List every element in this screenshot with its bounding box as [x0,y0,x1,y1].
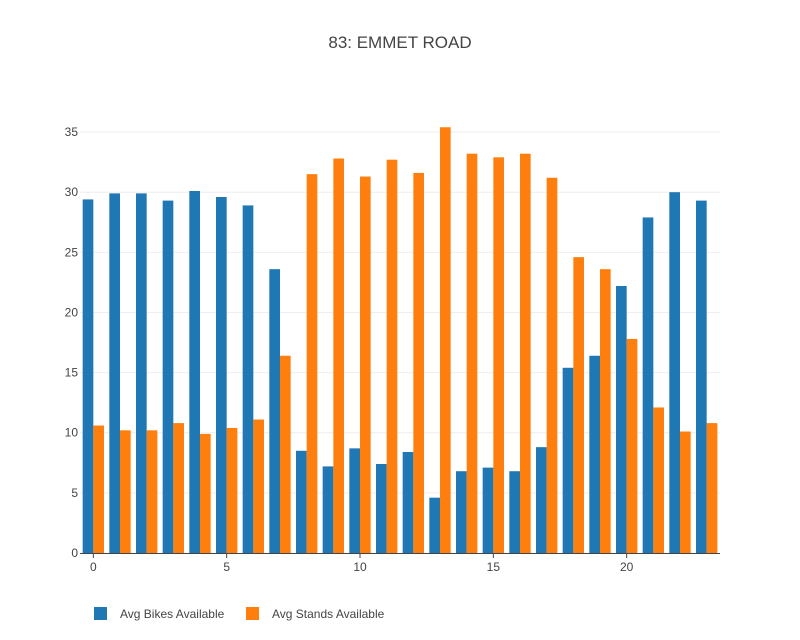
bar-bikes-20[interactable] [616,286,627,553]
bar-bikes-15[interactable] [482,467,494,553]
legend-label: Avg Stands Available [272,607,385,621]
bar-stands-14[interactable] [466,153,478,553]
bar-stands-7[interactable] [280,355,291,553]
bar-stands-23[interactable] [706,423,718,553]
x-tick-label: 10 [353,560,367,574]
bars [82,127,718,554]
x-tick-label: 20 [620,560,634,574]
x-tick-label: 0 [90,560,97,574]
legend-label: Avg Bikes Available [120,607,225,621]
bar-stands-19[interactable] [600,269,611,553]
bar-stands-1[interactable] [120,430,131,553]
bar-bikes-4[interactable] [189,190,200,553]
bar-bikes-11[interactable] [376,464,387,553]
y-tick-label: 30 [65,185,79,199]
legend-item-stands[interactable]: Avg Stands Available [246,607,385,621]
bar-bikes-14[interactable] [456,471,467,553]
bar-bikes-0[interactable] [82,199,94,554]
bar-stands-17[interactable] [546,177,558,553]
bar-stands-0[interactable] [93,425,104,553]
bar-stands-12[interactable] [413,172,424,553]
bar-stands-4[interactable] [200,433,211,553]
x-tick-label: 15 [487,560,501,574]
bar-stands-2[interactable] [146,430,158,553]
bar-bikes-5[interactable] [216,197,227,553]
bar-bikes-17[interactable] [536,447,547,553]
y-tick-label: 5 [71,486,78,500]
bar-bikes-23[interactable] [696,200,707,554]
bar-bikes-2[interactable] [136,193,147,553]
y-tick-label: 15 [65,366,79,380]
y-tick-label: 0 [71,546,78,560]
y-tick-label: 20 [65,305,79,319]
bar-stands-16[interactable] [520,153,531,553]
bar-stands-6[interactable] [253,419,264,554]
legend[interactable]: Avg Bikes Available Avg Stands Available [94,607,385,621]
y-tick-label: 25 [65,245,79,259]
bar-stands-10[interactable] [360,176,371,553]
bar-stands-8[interactable] [306,174,318,553]
bar-bikes-7[interactable] [269,269,280,553]
legend-swatch [246,607,259,620]
bar-bikes-6[interactable] [242,205,254,553]
bar-bikes-16[interactable] [509,471,520,553]
bar-stands-9[interactable] [333,158,344,553]
gridlines [80,131,720,494]
bar-bikes-8[interactable] [296,450,307,553]
bar-stands-15[interactable] [493,157,504,554]
bar-bikes-19[interactable] [589,355,600,553]
legend-item-bikes[interactable]: Avg Bikes Available [94,607,225,621]
legend-swatch [94,607,107,620]
bar-bikes-22[interactable] [669,192,680,553]
bar-stands-22[interactable] [680,431,691,553]
bar-bikes-21[interactable] [642,217,654,553]
y-tick-label: 10 [65,426,79,440]
axes: 0 5 10 15 20 25 30 35 0 5 10 15 20 [65,125,720,574]
bar-bikes-18[interactable] [562,367,574,553]
y-tick-label: 35 [65,125,79,139]
bar-stands-13[interactable] [440,127,451,554]
bar-stands-21[interactable] [653,407,664,553]
bar-bikes-12[interactable] [402,451,414,553]
bar-bikes-3[interactable] [162,200,174,554]
bar-stands-3[interactable] [173,423,184,553]
bar-bikes-9[interactable] [322,466,334,553]
chart-title: 83: EMMET ROAD [328,33,472,52]
x-tick-label: 5 [223,560,230,574]
bar-stands-18[interactable] [573,257,584,553]
bar-stands-11[interactable] [386,159,398,553]
bar-bikes-13[interactable] [429,497,440,553]
bar-bikes-10[interactable] [349,448,360,553]
bar-stands-5[interactable] [226,427,238,553]
bar-stands-20[interactable] [626,338,638,553]
bar-bikes-1[interactable] [109,193,120,553]
